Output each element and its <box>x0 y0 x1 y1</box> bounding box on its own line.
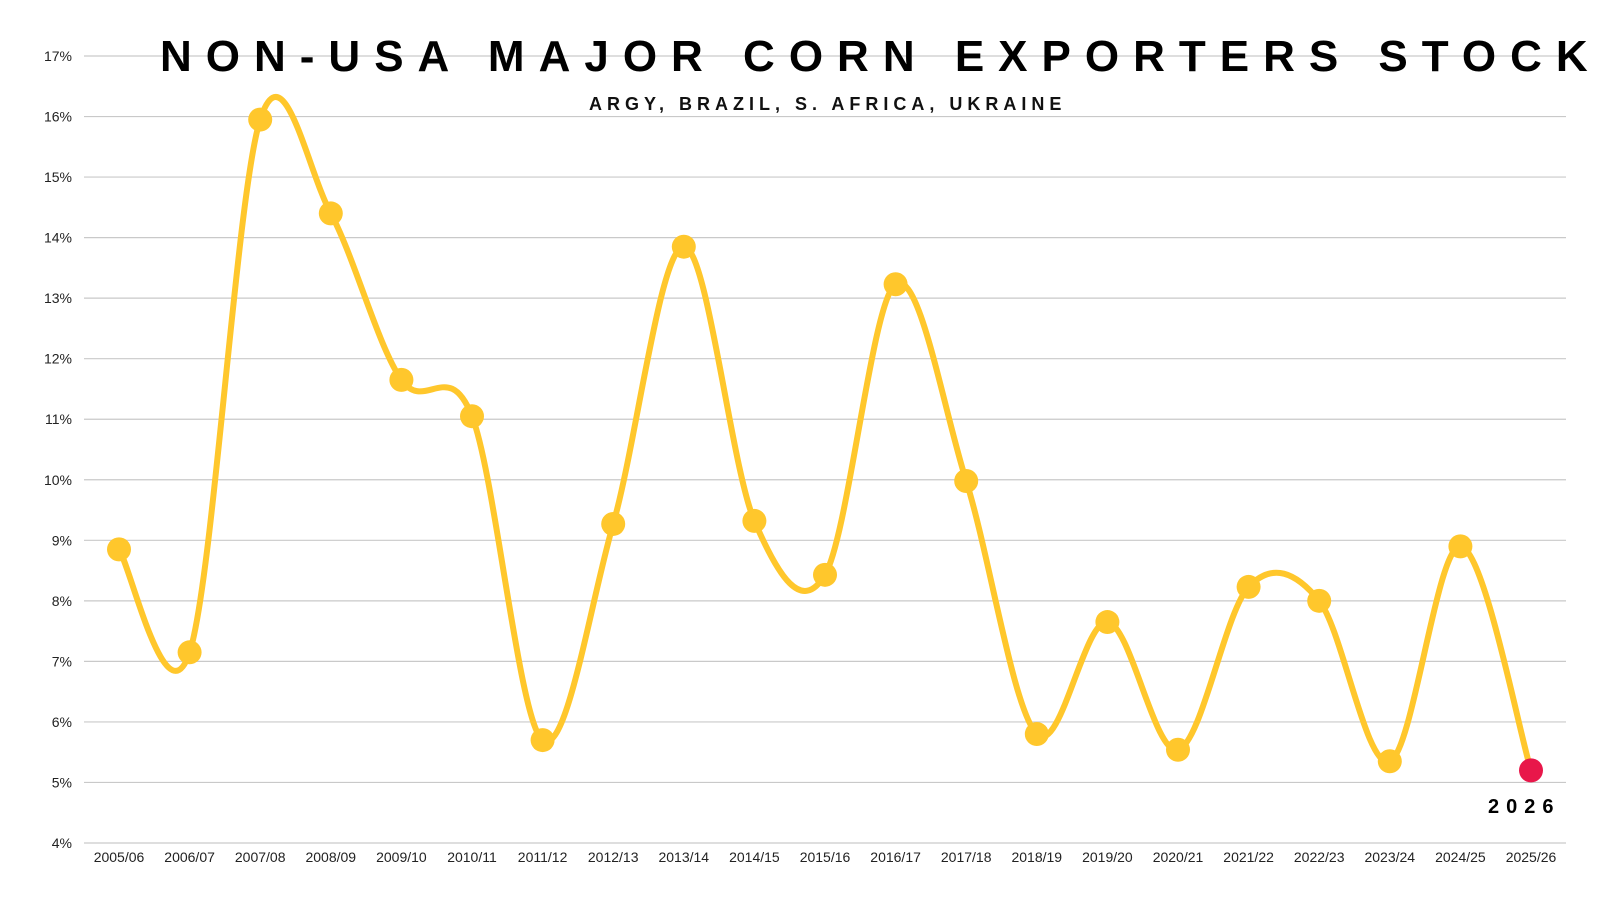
y-tick-label: 8% <box>52 593 72 609</box>
x-tick-label: 2015/16 <box>800 849 851 865</box>
x-tick-label: 2007/08 <box>235 849 286 865</box>
y-tick-label: 4% <box>52 835 72 851</box>
y-tick-label: 7% <box>52 653 72 669</box>
data-point <box>530 728 555 753</box>
chart-title: NON-USA MAJOR CORN EXPORTERS STOCKS TO U… <box>160 32 1600 81</box>
y-tick-label: 15% <box>44 169 72 185</box>
x-tick-label: 2005/06 <box>94 849 145 865</box>
data-point <box>318 201 343 226</box>
x-tick-label: 2022/23 <box>1294 849 1345 865</box>
y-tick-label: 5% <box>52 774 72 790</box>
x-axis-ticks: 2005/06 2006/07 2007/08 2008/09 2009/10 2010/… <box>94 849 1557 865</box>
data-point <box>1236 574 1261 599</box>
x-tick-label: 2014/15 <box>729 849 780 865</box>
data-point <box>177 640 202 665</box>
chart-subtitle: ARGY, BRAZIL, S. AFRICA, UKRAINE <box>589 94 1066 114</box>
x-tick-label: 2012/13 <box>588 849 639 865</box>
data-point <box>460 404 484 429</box>
data-point-highlight <box>1519 758 1543 783</box>
y-tick-label: 6% <box>52 714 72 730</box>
x-tick-label: 2008/09 <box>305 849 356 865</box>
x-tick-label: 2019/20 <box>1082 849 1133 865</box>
y-tick-label: 17% <box>44 48 72 64</box>
y-tick-label: 16% <box>44 109 72 125</box>
x-tick-label: 2024/25 <box>1435 849 1486 865</box>
y-axis-ticks: 4% 5% 6% 7% 8% 9% 10% 11% 12% 13% 14% 15% 16% 17% <box>44 48 72 851</box>
data-point <box>1166 737 1190 762</box>
y-tick-label: 12% <box>44 351 72 367</box>
x-tick-label: 2025/26 <box>1506 849 1557 865</box>
x-tick-label: 2013/14 <box>658 849 709 865</box>
data-points <box>107 107 1543 783</box>
data-point <box>954 468 979 493</box>
grid-lines <box>84 55 1566 844</box>
annotation-label: 2026 <box>1488 796 1561 818</box>
y-tick-label: 14% <box>44 230 72 246</box>
data-point <box>601 511 626 536</box>
data-point <box>1377 749 1402 774</box>
data-point <box>742 508 767 533</box>
data-point <box>1095 610 1120 635</box>
y-tick-label: 10% <box>44 472 72 488</box>
x-tick-label: 2011/12 <box>518 849 568 865</box>
y-tick-label: 9% <box>52 532 72 548</box>
series-line <box>116 94 1534 774</box>
data-point <box>1448 534 1473 559</box>
x-tick-label: 2009/10 <box>376 849 427 865</box>
x-tick-label: 2021/22 <box>1223 849 1274 865</box>
x-tick-label: 2010/11 <box>447 849 497 865</box>
data-point <box>248 107 273 132</box>
x-tick-label: 2017/18 <box>941 849 992 865</box>
x-tick-label: 2016/17 <box>870 849 921 865</box>
x-tick-label: 2020/21 <box>1153 849 1204 865</box>
data-point <box>671 234 696 259</box>
y-tick-label: 11% <box>45 411 72 427</box>
data-point <box>1024 722 1049 747</box>
data-point <box>813 562 837 587</box>
data-point <box>883 272 908 297</box>
x-tick-label: 2018/19 <box>1011 849 1062 865</box>
y-tick-label: 13% <box>44 290 72 306</box>
data-point <box>107 537 131 562</box>
data-point <box>1307 588 1332 613</box>
x-tick-label: 2006/07 <box>164 849 215 865</box>
data-point <box>389 367 414 392</box>
x-tick-label: 2023/24 <box>1364 849 1415 865</box>
